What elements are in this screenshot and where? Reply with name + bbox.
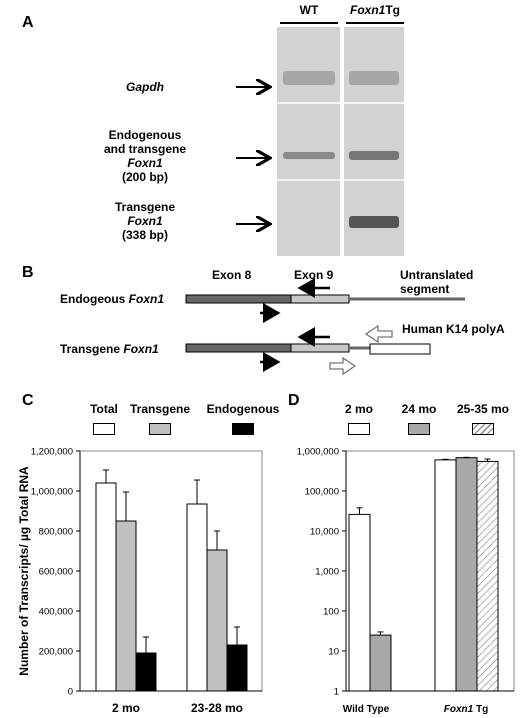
gel-group-tg-label: Foxn1Tg bbox=[349, 3, 400, 17]
chart-d-category-label: Wild Type bbox=[343, 704, 390, 715]
legend-c-transgene: Transgene bbox=[129, 402, 191, 416]
panel-a-letter: A bbox=[22, 14, 34, 31]
polya-reverse-primer bbox=[364, 324, 393, 344]
chart-d-ytick-label: 1 bbox=[334, 687, 339, 698]
legend-d-2mo: 2 mo bbox=[344, 402, 373, 416]
chart-c-ytick-label: 600,000 bbox=[39, 567, 73, 578]
chart-c-bar bbox=[186, 503, 208, 692]
legend-c-total-swatch bbox=[93, 423, 115, 435]
legend-d-24mo: 24 mo bbox=[401, 402, 437, 416]
chart-c-category-label: 2 mo bbox=[112, 701, 140, 715]
gel-group-wt-label: WT bbox=[299, 3, 319, 17]
gel-row-label-gapdh: Gapdh bbox=[126, 80, 164, 94]
chart-d-bar bbox=[476, 460, 499, 692]
transgene-exon9 bbox=[290, 343, 350, 353]
chart-c-ylabel: Number of Transcripts/ µg Total RNA bbox=[17, 466, 31, 676]
band-gapdh-tg bbox=[349, 71, 399, 85]
gel-row-label-endogenous: Endogenous and transgene Foxn1 (200 bp) bbox=[103, 128, 187, 184]
chart-d: 1 10 100 1,000 10,000 100,000 1,000,000 Wild Ty… bbox=[297, 447, 515, 715]
legend-d-24mo-swatch bbox=[408, 423, 430, 435]
chart-c: 0 200,000 400,000 600,000 800,000 1,000,000 1,… bbox=[17, 447, 263, 715]
panel-d-letter: D bbox=[288, 392, 300, 409]
untranslated-label: Untranslated segment bbox=[400, 268, 474, 296]
chart-c-category-label: 23-28 mo bbox=[191, 701, 243, 715]
chart-d-ytick-label: 1,000,000 bbox=[297, 447, 339, 458]
legend-d-25-35mo: 25-35 mo bbox=[456, 402, 510, 416]
chart-c-bar bbox=[206, 549, 228, 692]
chart-c-bar bbox=[95, 482, 117, 692]
k14-polya-box bbox=[369, 343, 431, 355]
legend-c-total: Total bbox=[90, 402, 118, 416]
chart-c-ytick-label: 1,200,000 bbox=[31, 447, 73, 458]
legend-d-25-35mo-swatch bbox=[472, 423, 494, 435]
chart-c-ytick-label: 1,000,000 bbox=[31, 487, 73, 498]
chart-c-ytick-label: 0 bbox=[68, 687, 73, 698]
gel-group-wt-underline bbox=[280, 22, 338, 24]
gel-image-tg bbox=[344, 27, 404, 256]
band-transgene-tg bbox=[349, 216, 399, 228]
gel-image-wt bbox=[277, 27, 340, 256]
gel-arrows bbox=[236, 0, 520, 260]
chart-c-ytick-label: 200,000 bbox=[39, 647, 73, 658]
legend-d-2mo-swatch bbox=[348, 423, 370, 435]
endogenous-construct-label: Endogeous Foxn1 bbox=[60, 292, 165, 306]
chart-c-bar bbox=[115, 520, 137, 692]
polya-label: Human K14 polyA bbox=[402, 322, 505, 336]
chart-d-bar bbox=[369, 634, 392, 692]
legend-c-transgene-swatch bbox=[149, 423, 171, 435]
band-foxn1-tg bbox=[349, 151, 399, 160]
transgene-exon8 bbox=[185, 343, 292, 353]
exon8-label: Exon 8 bbox=[212, 268, 252, 282]
chart-d-ytick-label: 10 bbox=[328, 647, 339, 658]
gel-row-label-transgene: Transgene Foxn1 (338 bp) bbox=[114, 200, 176, 242]
polya-forward-primer bbox=[329, 356, 357, 376]
band-gapdh-wt bbox=[283, 71, 335, 85]
chart-c-bar bbox=[135, 652, 157, 692]
construct-diagram bbox=[185, 278, 465, 376]
chart-d-ytick-label: 10,000 bbox=[310, 527, 339, 538]
chart-c-ytick-label: 400,000 bbox=[39, 607, 73, 618]
legend-c-endogenous-swatch bbox=[232, 423, 254, 435]
chart-d-ytick-label: 100,000 bbox=[305, 487, 339, 498]
chart-d-bar bbox=[434, 459, 457, 692]
chart-d-category-label-italic: Foxn1 bbox=[444, 704, 474, 715]
transgene-construct-label: Transgene Foxn1 bbox=[60, 342, 159, 356]
legend-c-endogenous: Endogenous bbox=[206, 402, 280, 416]
chart-d-bar bbox=[348, 513, 371, 692]
endogenous-exon8 bbox=[185, 294, 292, 304]
band-foxn1-wt bbox=[283, 152, 335, 159]
chart-d-category-label-rest: Tg bbox=[473, 704, 488, 715]
panel-c-letter: C bbox=[22, 392, 34, 409]
chart-d-category-label: Foxn1 Tg bbox=[444, 704, 488, 715]
panel-b-letter: B bbox=[22, 264, 34, 281]
chart-d-ytick-label: 1,000 bbox=[315, 567, 339, 578]
gel-group-tg-underline bbox=[346, 22, 404, 24]
chart-c-bar bbox=[226, 644, 248, 692]
chart-c-ytick-label: 800,000 bbox=[39, 527, 73, 538]
endogenous-exon9 bbox=[290, 294, 350, 304]
chart-d-ytick-label: 100 bbox=[323, 607, 339, 618]
chart-d-bar bbox=[455, 457, 478, 692]
